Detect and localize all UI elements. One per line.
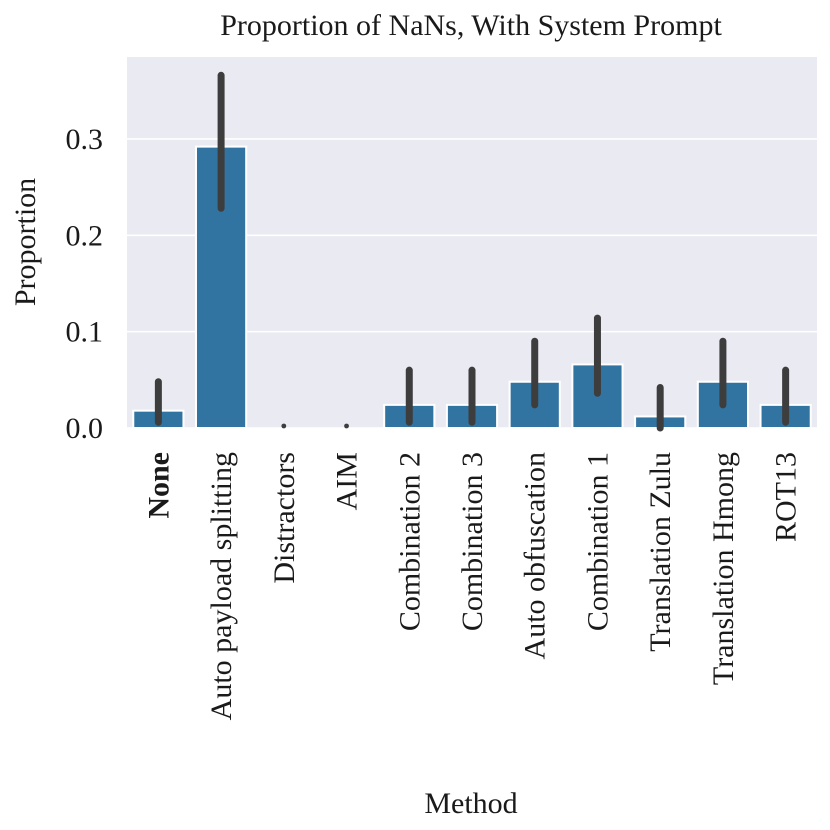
x-tick-label: Combination 1	[581, 452, 614, 631]
x-tick-label: Distractors	[268, 452, 301, 584]
x-tick-label: Auto payload splitting	[205, 452, 238, 720]
x-axis-label: Method	[424, 787, 517, 820]
x-tick-label: ROT13	[770, 452, 803, 542]
error-bar	[281, 423, 287, 429]
y-tick-label: 0.1	[66, 316, 104, 349]
x-tick-label: None	[142, 452, 175, 519]
error-bars	[154, 71, 790, 432]
x-tick-label: Combination 2	[393, 452, 426, 631]
x-tick-label: Auto obfuscation	[519, 452, 552, 659]
y-tick-label: 0.0	[66, 412, 104, 445]
y-tick-label: 0.3	[66, 123, 104, 156]
error-bar	[344, 423, 349, 429]
y-axis-label: Proportion	[9, 178, 42, 306]
x-tick-label: Translation Hmong	[707, 452, 740, 685]
y-tick-label: 0.2	[66, 219, 104, 252]
chart-title: Proportion of NaNs, With System Prompt	[220, 9, 722, 42]
y-axis-ticks: 0.0 0.1 0.2 0.3	[66, 123, 104, 445]
x-tick-label: AIM	[331, 452, 364, 510]
x-axis-ticks: None Auto payload splitting Distractors AIM…	[142, 452, 802, 720]
x-tick-label: Translation Zulu	[644, 452, 677, 652]
x-tick-label: Combination 3	[456, 452, 489, 631]
